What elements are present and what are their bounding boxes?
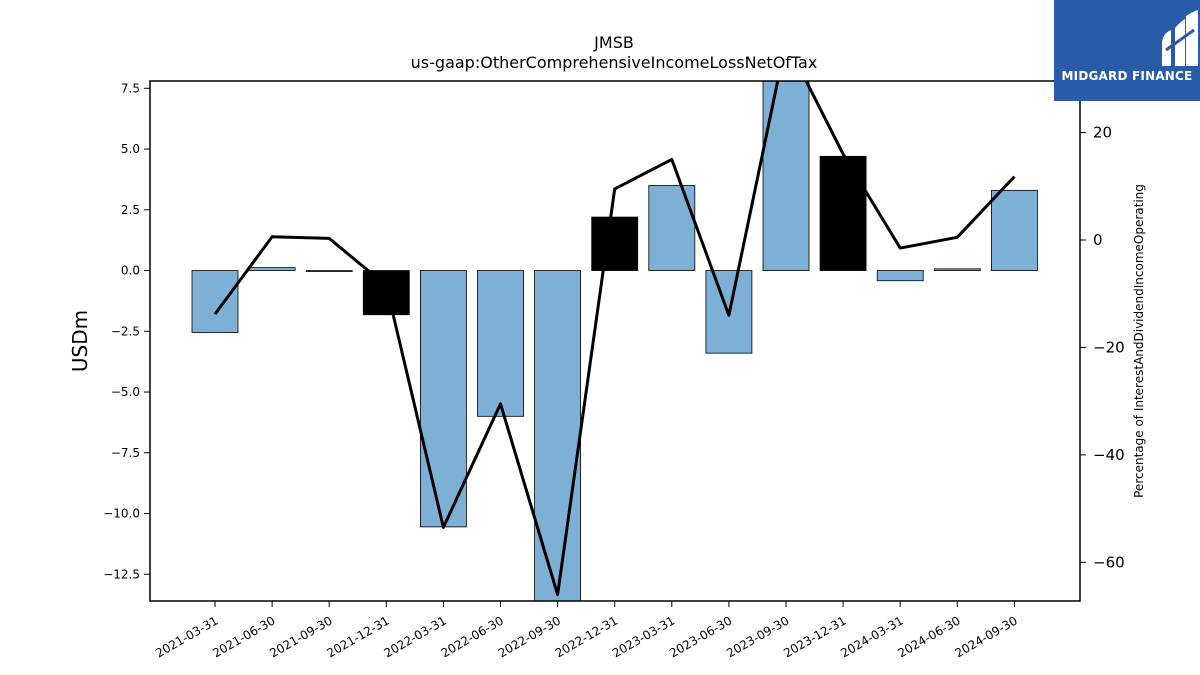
x-tick-label: 2022-09-30 (496, 613, 563, 660)
y-tick-label: 2.5 (121, 203, 140, 217)
y-axis-label: USDm (68, 310, 92, 372)
bar-2022-03-31 (419, 270, 467, 528)
bar-2022-09-30 (534, 270, 581, 601)
bar-2023-03-31 (648, 185, 696, 271)
chart-subtitle: us-gaap:OtherComprehensiveIncomeLossNetO… (411, 53, 818, 72)
bar-2024-03-31 (876, 270, 924, 282)
chart-title: JMSB (593, 33, 634, 52)
bar-2024-09-30 (991, 189, 1038, 271)
x-tick-label: 2024-06-30 (895, 613, 962, 660)
x-tick-label: 2023-12-31 (781, 613, 848, 660)
y2-tick-label: −20 (1093, 338, 1125, 356)
y-tick-label: −10.0 (103, 507, 140, 521)
x-tick-label: 2022-06-30 (439, 613, 506, 660)
x-tick-label: 2022-03-31 (381, 613, 448, 660)
logo-mark-icon (1162, 10, 1198, 66)
y2-tick-label: 20 (1093, 124, 1112, 142)
bar-2023-09-30 (762, 81, 810, 271)
bar-2021-09-30 (305, 270, 353, 272)
y-tick-label: −7.5 (111, 446, 140, 460)
plot-frame (149, 80, 1081, 602)
bar-2021-12-31 (362, 270, 410, 316)
percentage-line (213, 81, 1016, 597)
x-tick-label: 2021-03-31 (153, 613, 220, 660)
bar-2024-06-30 (933, 268, 981, 271)
y-tick-label: −2.5 (111, 324, 140, 338)
y-tick-label: 0.0 (121, 264, 140, 278)
bar-2022-06-30 (477, 270, 524, 417)
x-tick-label: 2023-06-30 (667, 613, 734, 660)
y-tick-label: −5.0 (111, 385, 140, 399)
x-tick-label: 2023-09-30 (724, 613, 791, 660)
y2-axis-label: Percentage of InterestAndDividendIncomeO… (1132, 184, 1146, 498)
bar-2023-12-31 (819, 155, 867, 271)
bar-2021-03-31 (191, 270, 239, 333)
bar-2021-06-30 (248, 267, 296, 271)
y2-tick-label: −40 (1093, 446, 1125, 464)
x-tick-label: 2024-03-31 (838, 613, 905, 660)
x-tick-label: 2024-09-30 (952, 613, 1019, 660)
midgard-finance-logo: MIDGARD FINANCE (1054, 0, 1200, 101)
y-tick-label: 7.5 (121, 81, 140, 95)
x-tick-label: 2023-03-31 (610, 613, 677, 660)
x-tick-label: 2022-12-31 (553, 613, 620, 660)
y-tick-label: −12.5 (103, 567, 140, 581)
x-tick-label: 2021-09-30 (267, 613, 334, 660)
x-tick-label: 2021-12-31 (324, 613, 391, 660)
y-tick-label: 5.0 (121, 142, 140, 156)
logo-text: MIDGARD FINANCE (1061, 69, 1193, 83)
y2-tick-label: −60 (1093, 553, 1125, 571)
y2-tick-label: 0 (1093, 231, 1103, 249)
x-tick-label: 2021-06-30 (210, 613, 277, 660)
bar-2022-12-31 (591, 216, 639, 271)
